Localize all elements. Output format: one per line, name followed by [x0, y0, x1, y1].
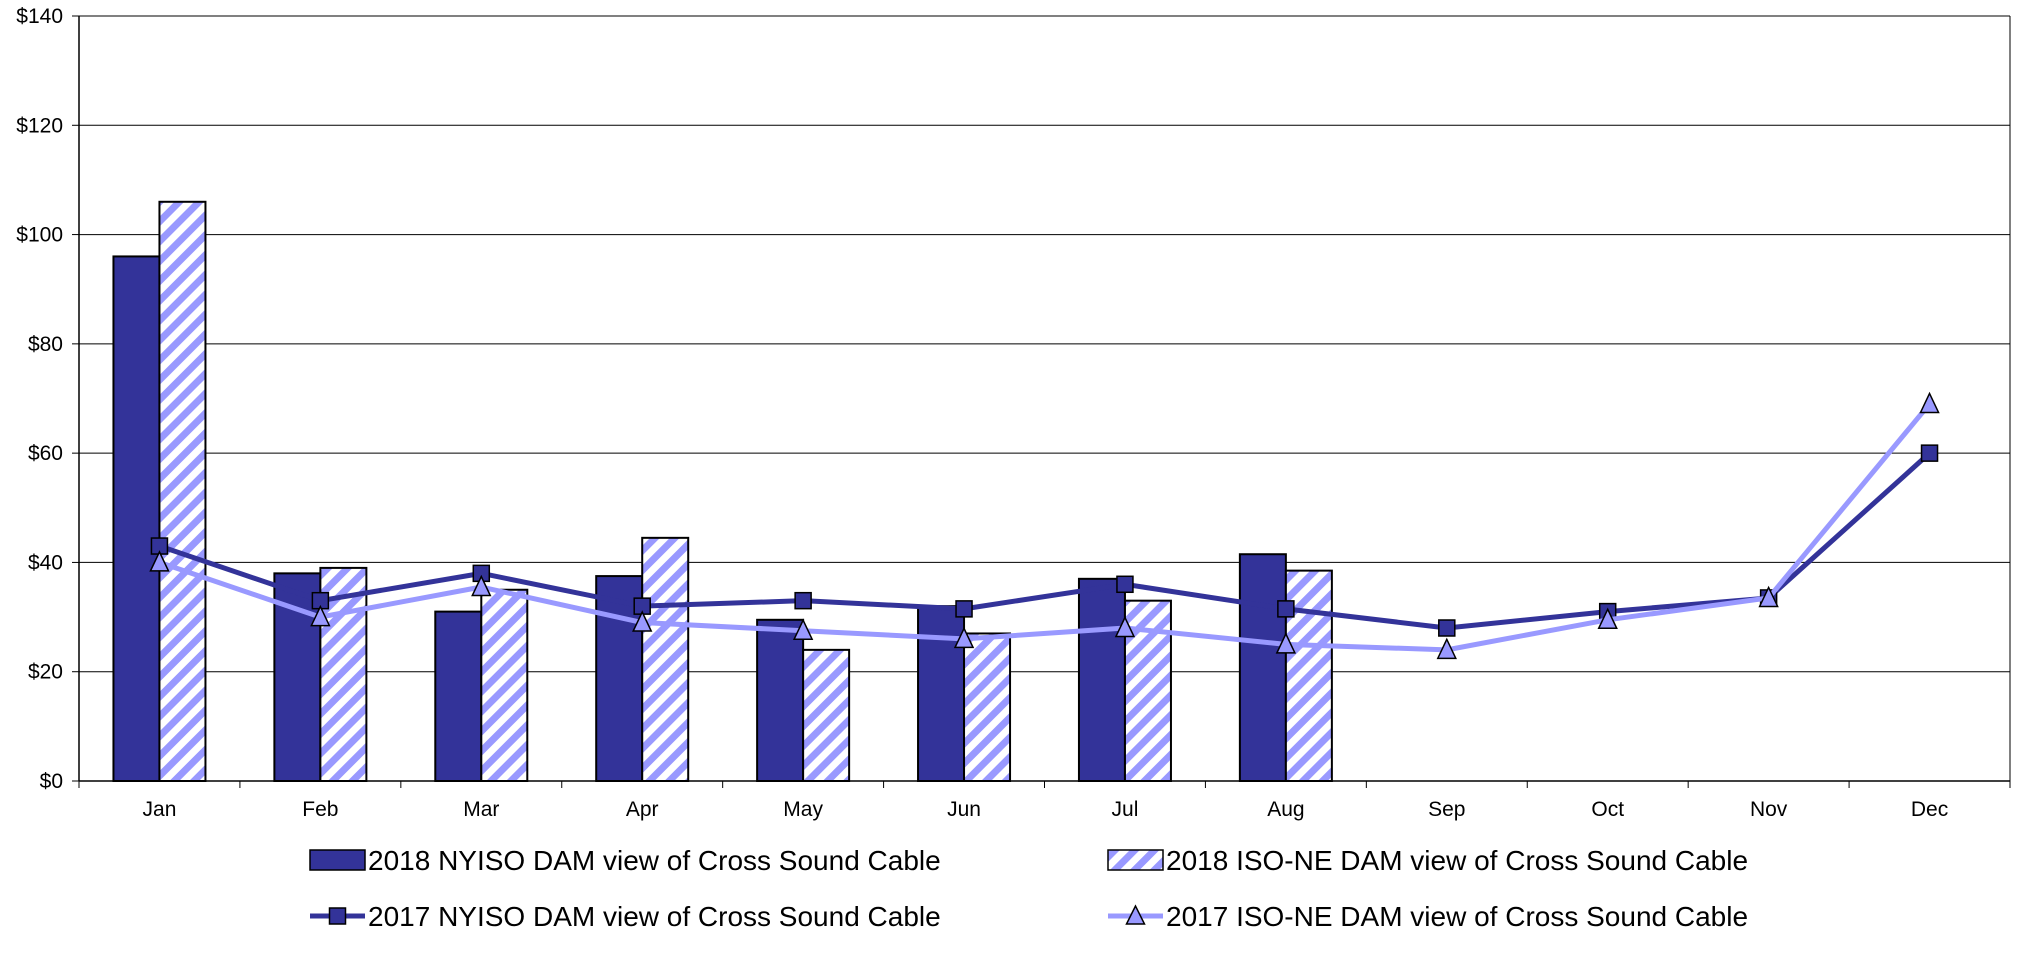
marker-2017-isone	[1758, 585, 1779, 608]
legend-label: 2018 ISO-NE DAM view of Cross Sound Cabl…	[1166, 845, 1748, 876]
legend-label: 2017 NYISO DAM view of Cross Sound Cable	[368, 901, 941, 932]
legend-swatch-marker	[328, 907, 347, 925]
x-tick-label: Aug	[1267, 798, 1304, 821]
line-2017-isone	[158, 402, 1932, 653]
marker-2017-nyiso	[1116, 575, 1134, 594]
legend-item-2017-isone: 2017 ISO-NE DAM view of Cross Sound Cabl…	[1108, 901, 1748, 932]
marker-2017-isone	[1436, 637, 1457, 660]
x-tick-label: Jan	[143, 798, 177, 821]
legend-item-2018-isone: 2018 ISO-NE DAM view of Cross Sound Cabl…	[1107, 845, 1748, 876]
marker-2017-isone	[1275, 632, 1297, 654]
bar-2018-isone	[963, 632, 1012, 783]
marker-2017-nyiso	[1277, 600, 1295, 618]
marker-2017-nyiso	[1438, 619, 1456, 637]
x-tick-label: May	[783, 798, 823, 821]
legend-swatch	[1107, 849, 1164, 871]
marker-2017-nyiso	[794, 591, 812, 610]
marker-2017-isone	[149, 550, 170, 572]
bar-2018-nyiso	[434, 610, 483, 782]
marker-2017-isone	[1114, 615, 1136, 638]
y-tick-label: $140	[16, 5, 63, 28]
x-tick-label: Dec	[1911, 798, 1948, 821]
y-tick-label: $0	[40, 770, 63, 793]
bar-2018-nyiso	[1238, 553, 1287, 782]
gridlines	[79, 15, 2010, 673]
bars	[112, 200, 1333, 783]
lines	[149, 391, 1940, 660]
x-tick-label: Jul	[1112, 798, 1139, 821]
bar-2018-nyiso	[1077, 577, 1126, 782]
legend-item-2018-nyiso: 2018 NYISO DAM view of Cross Sound Cable	[309, 845, 941, 876]
bar-2018-isone	[641, 536, 690, 783]
marker-2017-isone	[632, 610, 653, 632]
x-tick-label: Mar	[463, 798, 499, 821]
x-tick-label: Oct	[1591, 798, 1624, 821]
marker-2017-isone	[1597, 607, 1618, 630]
bar-2018-isone	[480, 588, 529, 782]
marker-2017-isone	[1919, 391, 1940, 414]
x-tick-label: Feb	[302, 798, 338, 821]
y-tick-label: $40	[28, 551, 63, 574]
marker-2017-nyiso	[1920, 444, 1939, 462]
marker-2017-isone	[310, 604, 331, 627]
legend-swatch	[309, 849, 366, 871]
bar-2018-isone	[158, 200, 207, 783]
legend: 2018 NYISO DAM view of Cross Sound Cable…	[309, 845, 1748, 932]
x-tick-label: Nov	[1750, 798, 1788, 821]
marker-2017-nyiso	[955, 600, 973, 618]
x-tick-label: Jun	[947, 798, 981, 821]
y-tick-label: $60	[28, 442, 63, 465]
legend-item-2017-nyiso: 2017 NYISO DAM view of Cross Sound Cable	[310, 901, 941, 932]
bar-2018-nyiso	[112, 255, 161, 782]
y-tick-label: $80	[28, 333, 63, 356]
legend-label: 2018 NYISO DAM view of Cross Sound Cable	[368, 845, 941, 876]
y-tick-label: $20	[28, 661, 63, 684]
bar-2018-isone	[802, 648, 851, 782]
axes	[72, 15, 2011, 788]
x-tick-label: Sep	[1428, 798, 1465, 821]
y-tick-label: $120	[16, 114, 63, 137]
y-tick-label: $100	[16, 224, 63, 247]
bar-2018-nyiso	[756, 618, 805, 783]
legend-swatch-marker	[1125, 904, 1146, 925]
marker-2017-isone	[953, 626, 975, 649]
bar-2018-nyiso	[917, 605, 966, 783]
legend-label: 2017 ISO-NE DAM view of Cross Sound Cabl…	[1166, 901, 1748, 932]
line-2017-nyiso	[158, 451, 1932, 631]
x-tick-label: Apr	[626, 798, 659, 821]
tick-labels: $0 $20 $40 $60 $80 $100 $120 $140 Jan Feb Mar Apr Ma…	[16, 5, 1948, 821]
marker-2017-isone	[471, 574, 492, 597]
marker-2017-isone	[792, 618, 814, 640]
